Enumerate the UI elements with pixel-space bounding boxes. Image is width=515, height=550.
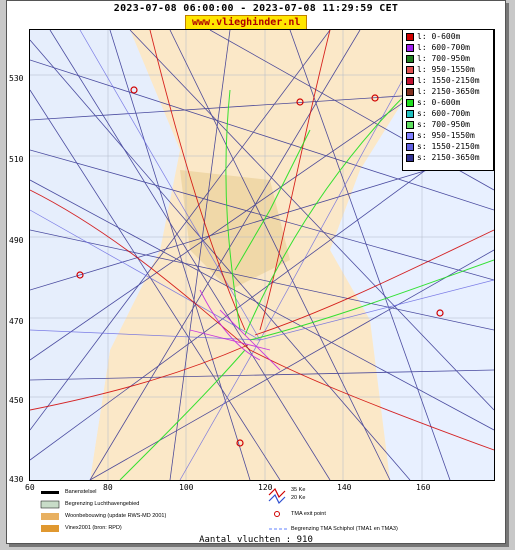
tma-exit-symbol [274, 511, 280, 517]
airspace-symbol [40, 500, 60, 509]
site-logo-link[interactable]: www.vlieghinder.nl [185, 15, 308, 30]
legend-item: s: 1550-2150m [406, 142, 480, 152]
y-tick: 430 [9, 475, 24, 484]
legend-item: l: 0-600m [406, 32, 460, 42]
x-tick: 140 [337, 483, 352, 492]
legend-swatch [406, 87, 414, 96]
x-tick: 100 [179, 483, 194, 492]
legend-swatch [406, 65, 414, 74]
noise-20-symbol [268, 493, 286, 505]
noise-35-symbol [268, 487, 286, 499]
sea-west [30, 30, 180, 480]
x-tick: 80 [103, 483, 113, 492]
runway-symbol [41, 491, 59, 494]
key-noise-20-label: 20 Ke [291, 495, 306, 501]
legend-item: l: 2150-3650m [406, 87, 480, 97]
legend-swatch [406, 120, 414, 129]
key-airspace-label: Begrenzing Luchthavengebied [65, 501, 140, 507]
legend-swatch [406, 76, 414, 85]
tracks-landing [30, 30, 494, 451]
tracks-high [30, 30, 494, 480]
key-housing-label: Woonbebouwing (update RWS-MD 2001) [65, 513, 167, 519]
legend-item: l: 700-950m [406, 54, 470, 64]
y-tick: 510 [9, 155, 24, 164]
x-tick: 60 [25, 483, 35, 492]
key-symbols [40, 487, 287, 532]
legend-swatch [406, 32, 414, 41]
vinex-symbol [41, 525, 59, 532]
legend-swatch [406, 109, 414, 118]
y-tick: 450 [9, 396, 24, 405]
legend-item: s: 700-950m [406, 120, 470, 130]
legend-item: s: 950-1550m [406, 131, 475, 141]
legend-item: s: 2150-3650m [406, 153, 480, 163]
y-tick: 530 [9, 74, 24, 83]
y-tick: 470 [9, 317, 24, 326]
flight-count: Aantal vluchten : 910 [199, 535, 313, 545]
legend-item: s: 0-600m [406, 98, 460, 108]
map-key: Banenstelsel Begrenzing Luchthavengebied… [29, 485, 493, 541]
legend-swatch [406, 153, 414, 162]
legend-swatch [406, 131, 414, 140]
legend-swatch [406, 98, 414, 107]
key-tma-exit-label: TMA exit point [291, 511, 326, 517]
tracks-low [189, 289, 281, 371]
legend-swatch [406, 43, 414, 52]
legend-item: s: 600-700m [406, 109, 470, 119]
key-noise-35-label: 35 Ke [291, 487, 306, 493]
legend-item: l: 950-1550m [406, 65, 475, 75]
altitude-legend: l: 0-600m l: 600-700m l: 700-950m l: 950… [402, 29, 494, 171]
key-vinex-label: Vinex2001 (bron: RPD) [65, 525, 122, 531]
x-tick: 120 [258, 483, 273, 492]
time-range-title: 2023-07-08 06:00:00 - 2023-07-08 11:29:5… [113, 3, 399, 14]
tracks-departure [119, 89, 494, 480]
legend-swatch [406, 54, 414, 63]
key-runway-label: Banenstelsel [65, 489, 97, 495]
legend-swatch [406, 142, 414, 151]
key-tma-border-label: Begrenzing TMA Schiphol (TMA1 en TMA3) [291, 526, 398, 532]
legend-item: l: 1550-2150m [406, 76, 480, 86]
tma-exit-points [76, 86, 444, 447]
y-tick: 490 [9, 236, 24, 245]
map-frame: 2023-07-08 06:00:00 - 2023-07-08 11:29:5… [6, 0, 506, 545]
legend-item: l: 600-700m [406, 43, 470, 53]
housing-symbol [41, 513, 59, 520]
x-tick: 160 [416, 483, 431, 492]
